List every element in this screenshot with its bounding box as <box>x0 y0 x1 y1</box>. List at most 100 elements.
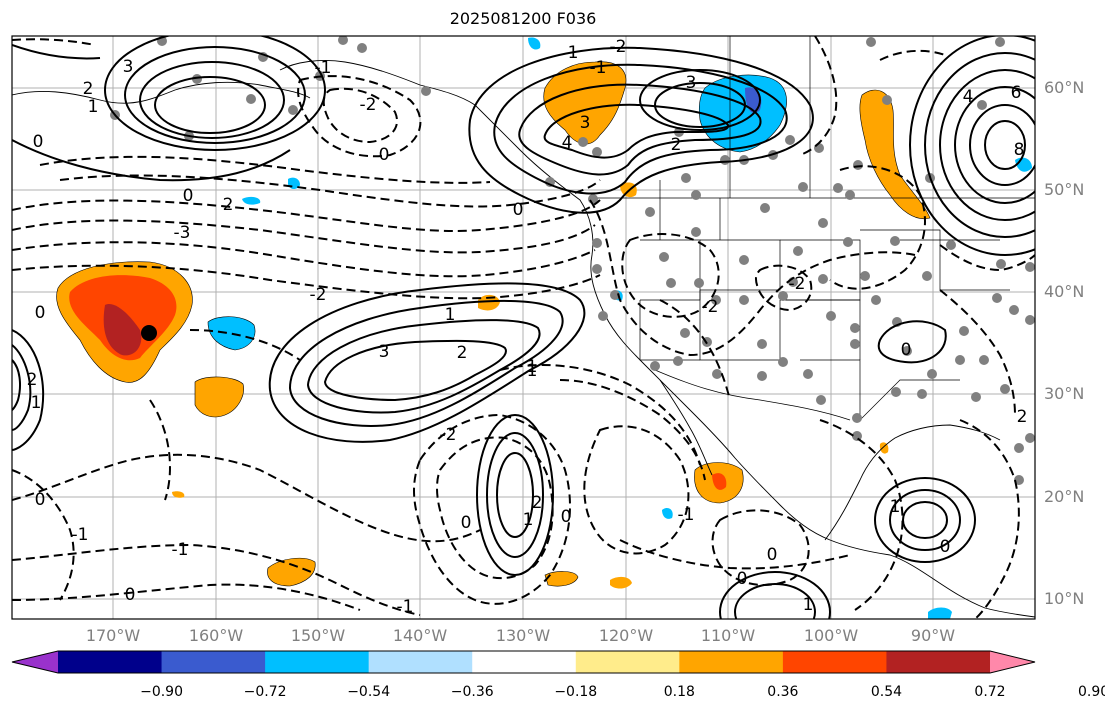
contour-label: 1 <box>523 510 534 530</box>
lat-label-10n: 10°N <box>1044 589 1085 608</box>
contour-label: -2 <box>702 297 719 317</box>
contour-label: 2 <box>671 135 682 155</box>
shading-negative-small-4 <box>662 507 673 519</box>
contour-label: 3 <box>123 57 134 77</box>
colorbar-tick-label: −0.72 <box>243 684 287 700</box>
shading-positive-small-6 <box>172 491 185 498</box>
contour-label: -1 <box>590 58 607 78</box>
contour-label: -2 <box>610 37 627 57</box>
colorbar-tick-label: 0.18 <box>663 684 695 700</box>
contour-label: -2 <box>360 95 377 115</box>
contour-label: 2 <box>223 195 234 215</box>
colorbar-outline <box>11 650 1036 674</box>
colorbar-extend-high <box>990 651 1035 673</box>
lon-label-90w: 90°W <box>910 626 956 645</box>
contour-label: 1 <box>890 497 901 517</box>
colorbar-tick-label: −0.54 <box>347 684 391 700</box>
contour-label: 1 <box>88 97 99 117</box>
colorbar-tick-label: 0.72 <box>974 684 1006 700</box>
contour-label: -2 <box>310 285 327 305</box>
contour-label: 4 <box>963 87 974 107</box>
lat-label-30n: 30°N <box>1044 384 1085 403</box>
shading-positive-small-5 <box>879 442 889 454</box>
colorbar-tick-label: 0.90 <box>1077 684 1105 700</box>
contour-label: 0 <box>561 507 572 527</box>
shading-positive-west-small <box>194 376 244 418</box>
colorbar-tick-label: 0.54 <box>870 684 903 700</box>
contour-label: 1 <box>803 595 814 615</box>
contour-label: -1 <box>315 58 332 78</box>
contour-label: -2 <box>440 425 457 445</box>
colorbar-extend-low <box>12 651 58 673</box>
contour-label: 0 <box>513 200 524 220</box>
contour-label: 3 <box>379 342 390 362</box>
contour-label: 1 <box>31 393 42 413</box>
contour-label: 0 <box>379 145 390 165</box>
shading-negative-se <box>928 607 952 619</box>
contour-label: 0 <box>767 545 778 565</box>
storm-center-marker <box>141 325 157 341</box>
country-state-borders <box>595 36 1035 421</box>
contour-label: -3 <box>174 223 191 243</box>
shading-positive-ne-coast <box>478 294 500 311</box>
contour-label: 3 <box>580 113 591 133</box>
shading-negative-pacific-nw <box>528 37 541 50</box>
lon-label-150w: 150°W <box>290 626 346 645</box>
contour-label: -1 <box>397 597 414 617</box>
contour-label: 2 <box>457 343 468 363</box>
shading-positive-mexico-core <box>712 473 727 490</box>
lon-label-160w: 160°W <box>188 626 244 645</box>
lat-label-20n: 20°N <box>1044 487 1085 506</box>
coastlines <box>12 60 1035 618</box>
shading-negative-west <box>207 316 256 351</box>
contour-label: 8 <box>1014 140 1025 160</box>
colorbar-segment <box>782 651 887 673</box>
lon-label-100w: 100°W <box>803 626 859 645</box>
contour-label: -1 <box>72 525 89 545</box>
contour-label: 0 <box>35 490 46 510</box>
map-title: 2025081200 F036 <box>449 9 597 28</box>
colorbar-segment <box>679 651 784 673</box>
contour-label: 2 <box>27 370 38 390</box>
contour-labels: 3 2 1 0 -1 -2 -3 3 4 2 1 0 -1 -2 6 4 8 3… <box>27 37 1028 617</box>
contour-label: 0 <box>461 513 472 533</box>
map-frame <box>11 35 1036 620</box>
contours-dashed <box>12 36 1035 619</box>
colorbar-tick-label: −0.36 <box>450 684 494 700</box>
colorbar <box>11 650 1036 674</box>
contour-label: 1 <box>527 361 538 381</box>
lat-label-50n: 50°N <box>1044 180 1085 199</box>
shading-positive-sw2 <box>544 571 579 587</box>
colorbar-segment <box>575 651 680 673</box>
contour-label: 2 <box>83 79 94 99</box>
contour-label: -1 <box>678 505 695 525</box>
contour-label: 1 <box>568 43 579 63</box>
lat-label-60n: 60°N <box>1044 78 1085 97</box>
colorbar-segment <box>886 651 991 673</box>
contour-label: 0 <box>125 585 136 605</box>
contour-label: 6 <box>1011 83 1022 103</box>
colorbar-segment <box>58 651 163 673</box>
shading-positive-sw3 <box>610 576 632 589</box>
contour-label: 4 <box>562 133 573 153</box>
contour-label: 0 <box>737 569 748 589</box>
colorbar-segment <box>265 651 370 673</box>
contour-label: 0 <box>35 303 46 323</box>
lon-label-170w: 170°W <box>85 626 141 645</box>
lon-label-140w: 140°W <box>392 626 448 645</box>
lon-label-110w: 110°W <box>700 626 756 645</box>
contour-label: 3 <box>686 73 697 93</box>
contour-label: 2 <box>1017 407 1028 427</box>
shading-negative-small-2 <box>242 196 261 205</box>
contour-label: 0 <box>33 132 44 152</box>
lat-label-40n: 40°N <box>1044 282 1085 301</box>
colorbar-segment <box>368 651 473 673</box>
colorbar-segment <box>472 651 577 673</box>
lon-label-120w: 120°W <box>598 626 654 645</box>
contour-label: 0 <box>183 186 194 206</box>
contour-label: 2 <box>532 493 543 513</box>
contour-label: 1 <box>445 305 456 325</box>
contour-label: 1 <box>527 357 538 377</box>
shading-positive-canada <box>543 61 627 145</box>
